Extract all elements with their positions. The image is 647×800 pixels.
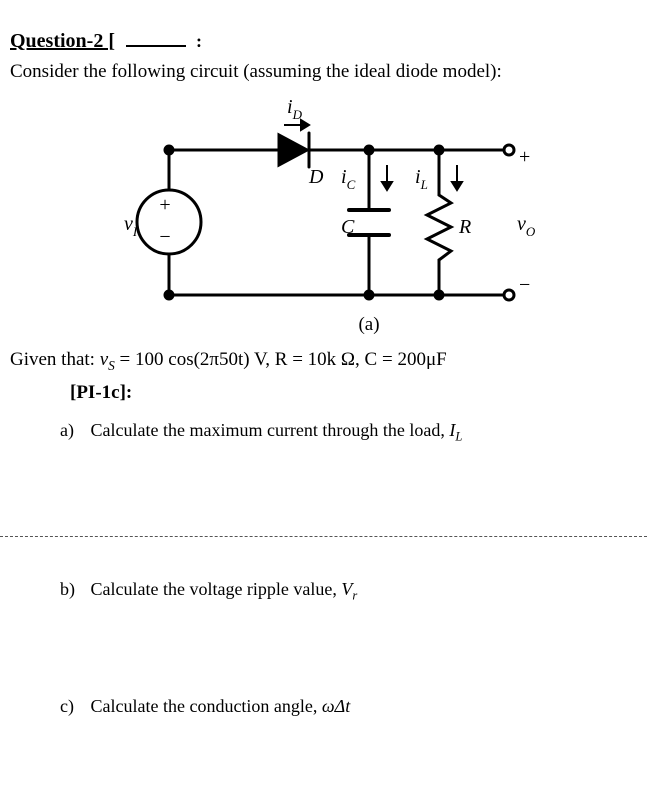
label-minus-src: − [159,226,170,248]
question-header: Question-2 [ : [10,28,637,55]
prompt-text: Consider the following circuit (assuming… [10,59,637,85]
part-a-sym-sub: L [455,430,462,444]
circuit-svg: iD vI + − D iC iL C R vO + − (a) [109,95,539,335]
sub-label: [PI-1c]: [70,380,637,406]
svg-text:iL: iL [415,166,428,192]
question-title: Question-2 [ [10,30,115,52]
svg-text:iD: iD [287,96,303,122]
part-c: c) Calculate the conduction angle, ωΔt [60,694,637,718]
svg-text:vI: vI [124,213,138,239]
label-plus-src: + [159,194,170,216]
given-vs-sub: S [108,357,115,372]
header-colon: : [196,31,202,51]
label-vO-sub: O [525,224,535,239]
part-c-sym: ωΔt [322,696,350,716]
part-b-sym: V [341,579,352,599]
label-iL-sub: L [419,177,427,192]
label-R: R [458,216,471,238]
part-a-letter: a) [60,418,86,442]
part-c-letter: c) [60,694,86,718]
blank-underline [126,45,186,47]
given-eq: = 100 cos(2π50t) V, R = 10k Ω, C = 200μF [115,349,447,370]
part-b-sym-sub: r [352,588,357,602]
label-C: C [341,216,355,238]
part-b-text: Calculate the voltage ripple value, [91,579,342,599]
label-D: D [308,166,324,188]
given-vs: v [100,349,108,370]
part-c-text: Calculate the conduction angle, [91,696,322,716]
label-plus-out: + [519,146,530,168]
label-vI: v [124,213,133,235]
part-a-text: Calculate the maximum current through th… [91,420,450,440]
separator-line [0,536,647,537]
part-b-letter: b) [60,577,86,601]
label-vI-sub: I [131,224,137,239]
label-iD-sub: D [291,107,302,122]
svg-text:vO: vO [517,213,536,239]
label-iC-sub: C [346,177,355,192]
part-a: a) Calculate the maximum current through… [60,418,637,446]
svg-text:iC: iC [341,166,356,192]
given-line: Given that: vS = 100 cos(2π50t) V, R = 1… [10,347,637,375]
label-vO: v [517,213,526,235]
figure-label: (a) [358,314,379,335]
label-minus-out: − [519,274,530,296]
part-b: b) Calculate the voltage ripple value, V… [60,577,637,605]
given-prefix: Given that: [10,349,100,370]
circuit-diagram: iD vI + − D iC iL C R vO + − (a) [10,95,637,335]
